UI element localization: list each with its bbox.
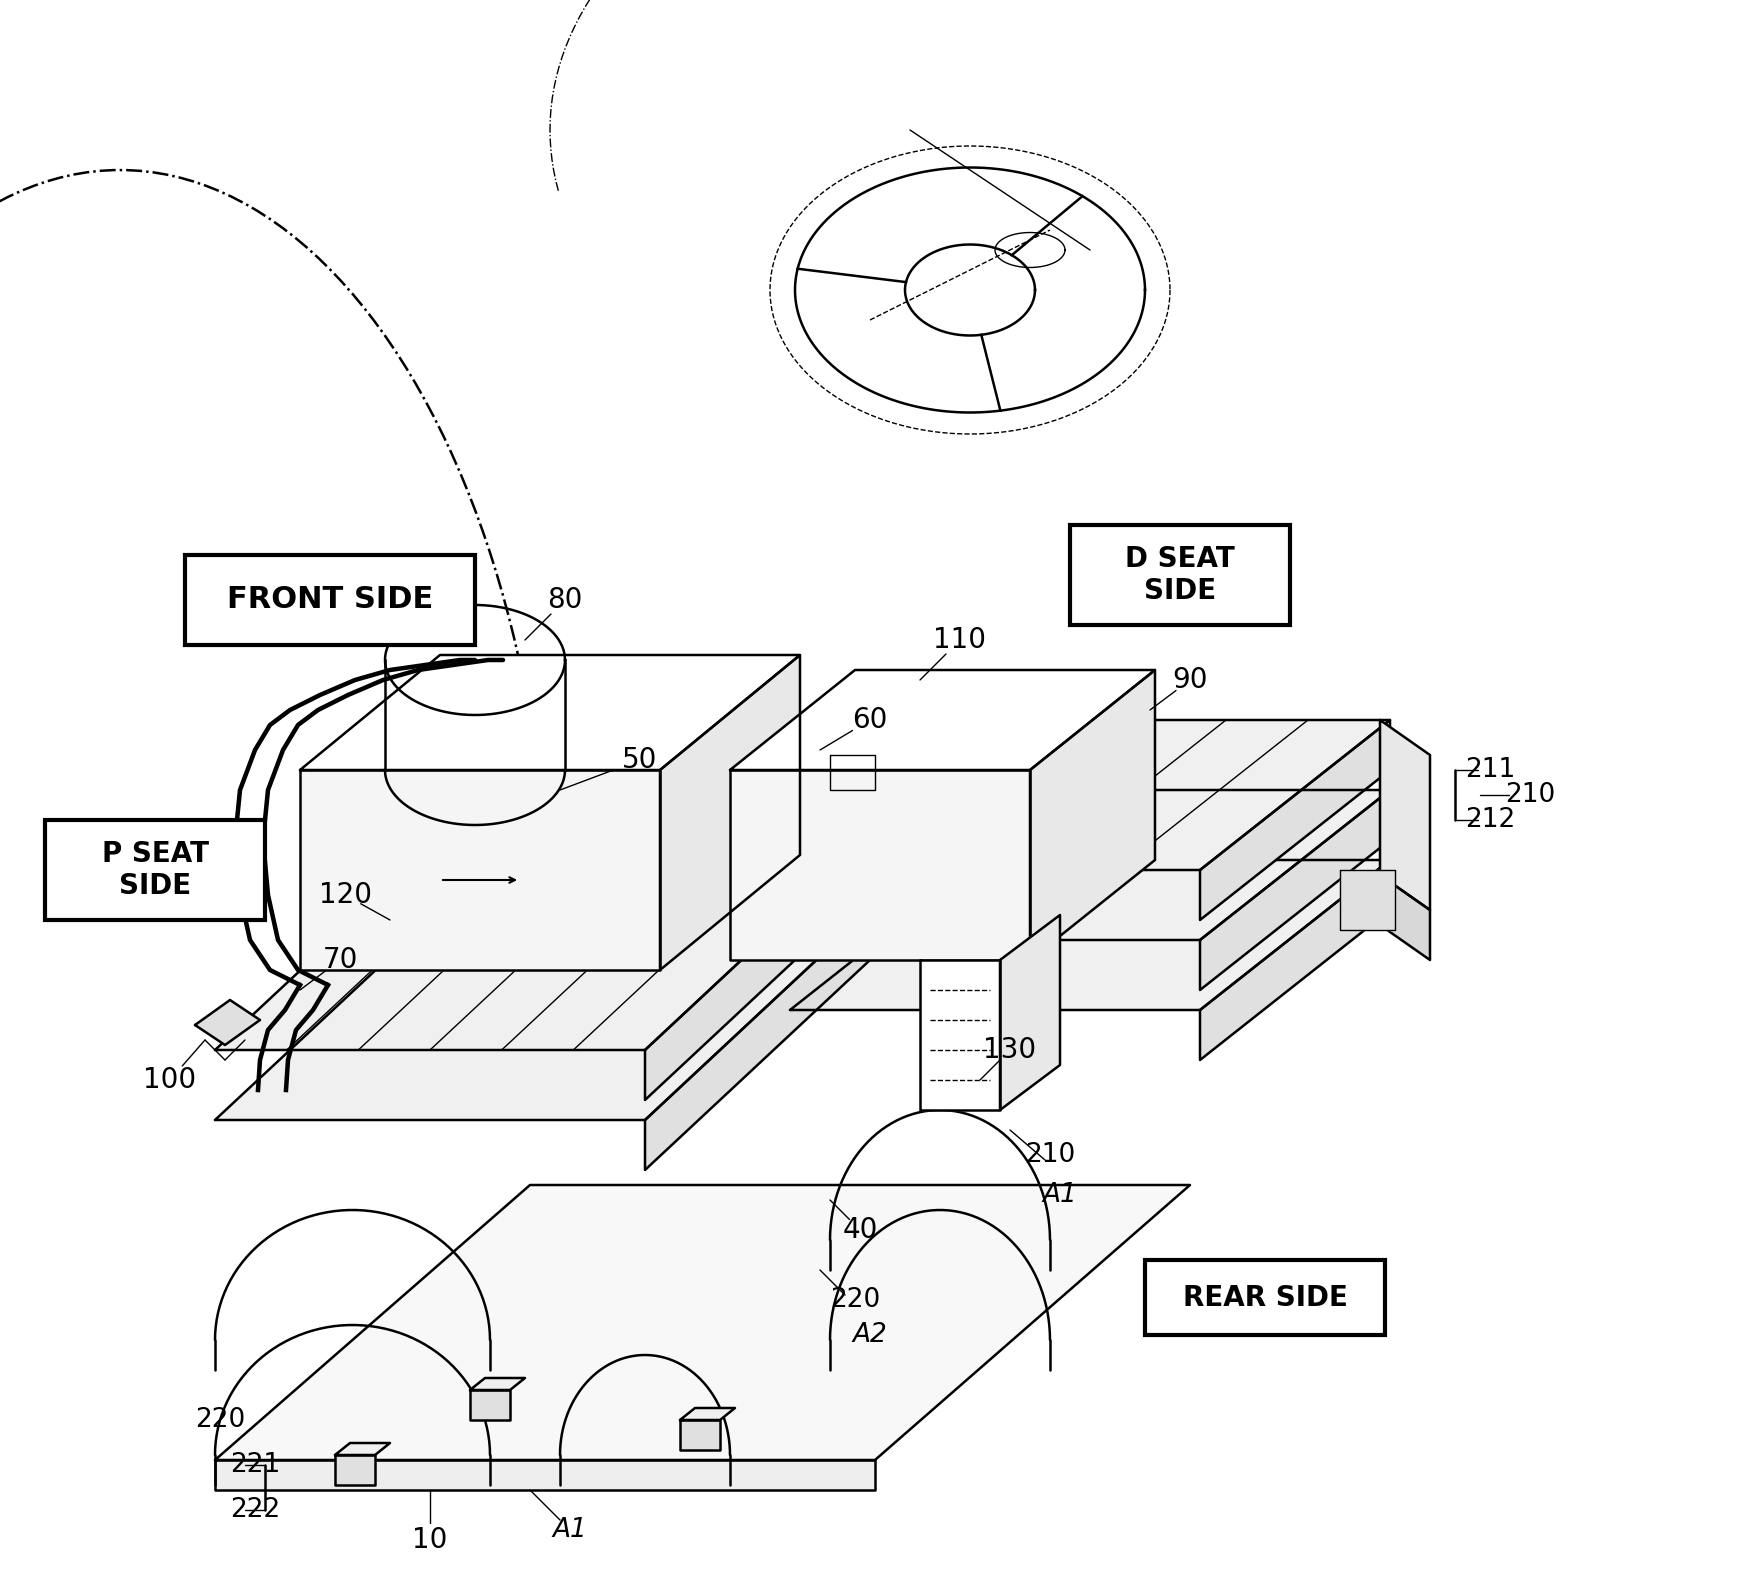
Text: A2: A2 [852,1322,887,1348]
Polygon shape [215,841,870,1050]
Polygon shape [300,654,800,770]
Text: 90: 90 [1172,665,1208,694]
Bar [1070,525,1290,624]
Text: 120: 120 [318,882,372,908]
Polygon shape [196,1000,260,1046]
Text: 110: 110 [934,626,986,654]
Text: 212: 212 [1465,807,1516,833]
Text: A1: A1 [553,1517,587,1542]
Polygon shape [1200,721,1390,919]
Text: 80: 80 [546,587,583,613]
Polygon shape [789,790,1390,940]
Text: 222: 222 [230,1497,279,1523]
Polygon shape [789,721,1390,871]
Polygon shape [644,841,870,1101]
Bar [185,555,475,645]
Bar [1145,1260,1385,1336]
Text: 10: 10 [412,1527,447,1553]
Text: 100: 100 [143,1066,197,1094]
Text: P SEAT
SIDE: P SEAT SIDE [101,841,208,900]
Polygon shape [470,1378,526,1389]
Polygon shape [215,1460,875,1490]
Text: 50: 50 [622,746,658,774]
Text: D SEAT
SIDE: D SEAT SIDE [1124,544,1234,606]
Polygon shape [1339,871,1395,930]
Polygon shape [335,1443,389,1456]
Text: 221: 221 [230,1452,279,1478]
Text: 60: 60 [852,706,887,733]
Text: 210: 210 [1025,1142,1076,1169]
Polygon shape [644,910,870,1170]
Polygon shape [1030,670,1156,960]
Polygon shape [1200,790,1390,990]
Text: 70: 70 [323,946,358,975]
Polygon shape [660,654,800,970]
Polygon shape [920,960,1000,1110]
Polygon shape [829,755,875,790]
Text: 40: 40 [842,1216,878,1244]
Polygon shape [215,1184,1191,1460]
Polygon shape [679,1419,719,1449]
Text: A1: A1 [1042,1183,1077,1208]
Text: REAR SIDE: REAR SIDE [1182,1284,1348,1312]
Polygon shape [730,770,1030,960]
Bar [45,820,265,919]
Polygon shape [1200,859,1390,1060]
Text: 130: 130 [983,1036,1037,1064]
Polygon shape [1379,875,1430,960]
Text: FRONT SIDE: FRONT SIDE [227,585,433,615]
Polygon shape [730,670,1156,770]
Polygon shape [1379,721,1430,910]
Text: 210: 210 [1505,782,1556,807]
Polygon shape [789,859,1390,1009]
Text: 220: 220 [829,1287,880,1314]
Polygon shape [1000,915,1060,1110]
Polygon shape [335,1456,375,1486]
Polygon shape [679,1408,735,1419]
Text: 220: 220 [196,1407,244,1433]
Text: 211: 211 [1465,757,1516,784]
Polygon shape [215,910,870,1120]
Polygon shape [300,770,660,970]
Polygon shape [470,1389,510,1419]
